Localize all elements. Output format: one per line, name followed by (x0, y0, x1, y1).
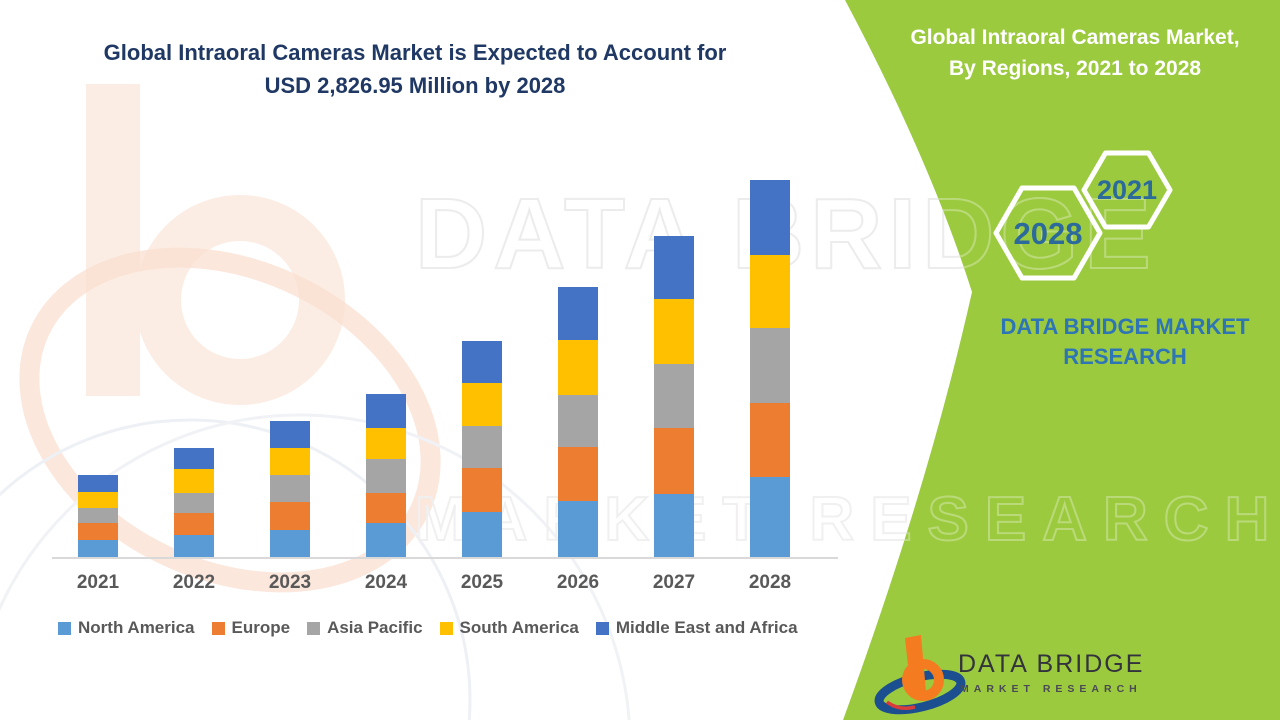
legend-swatch (58, 621, 71, 635)
legend-swatch (595, 621, 609, 635)
hexagon-back-year-label: 2021 (1097, 175, 1157, 205)
hexagon-2021 (1081, 150, 1173, 230)
chart-title-line1: Global Intraoral Cameras Market is Expec… (103, 40, 727, 65)
legend-item-north-america: North America (58, 618, 195, 638)
x-axis-line (52, 557, 838, 559)
legend-label: Asia Pacific (327, 618, 423, 637)
legend-label: South America (459, 618, 579, 637)
brand-caption: DATA BRIDGE MARKET RESEARCH (1000, 314, 1250, 369)
logo-tagline-text: MARKET RESEARCH (960, 683, 1142, 695)
gray-circle-watermark (0, 413, 631, 720)
year-hexagons: 2028 2021 (993, 150, 1173, 281)
legend-swatch (307, 621, 321, 635)
logo-name-text: DATA BRIDGE (958, 650, 1144, 678)
legend-item-asia-pacific: Asia Pacific (307, 618, 423, 638)
chart-title-line2: USD 2,826.95 Million by 2028 (264, 73, 566, 98)
green-side-panel (843, 0, 1280, 720)
hexagon-front-year-label: 2028 (1014, 216, 1083, 251)
legend-swatch (439, 621, 453, 635)
logo-b-mark (874, 635, 966, 715)
peach-b-watermark (19, 84, 441, 593)
side-panel-title-line1: Global Intraoral Cameras Market, (910, 26, 1240, 49)
side-panel-title-line2: By Regions, 2021 to 2028 (948, 57, 1202, 80)
legend-item-south-america: South America (439, 618, 579, 638)
legend-label: Middle East and Africa (615, 618, 798, 637)
chart-title: Global Intraoral Cameras Market is Expec… (70, 36, 760, 102)
legend-item-europe: Europe (211, 618, 291, 638)
legend-swatch (211, 621, 225, 635)
side-panel-title: Global Intraoral Cameras Market, By Regi… (880, 22, 1270, 84)
chart-legend: North America Europe Asia Pacific South Ame… (58, 618, 798, 638)
company-logo: DATA BRIDGE MARKET RESEARCH (874, 635, 1144, 715)
legend-label: North America (78, 618, 195, 637)
legend-label: Europe (231, 618, 291, 637)
hexagon-2028 (993, 185, 1103, 281)
legend-item-middle-east-and-africa: Middle East and Africa (595, 618, 798, 638)
